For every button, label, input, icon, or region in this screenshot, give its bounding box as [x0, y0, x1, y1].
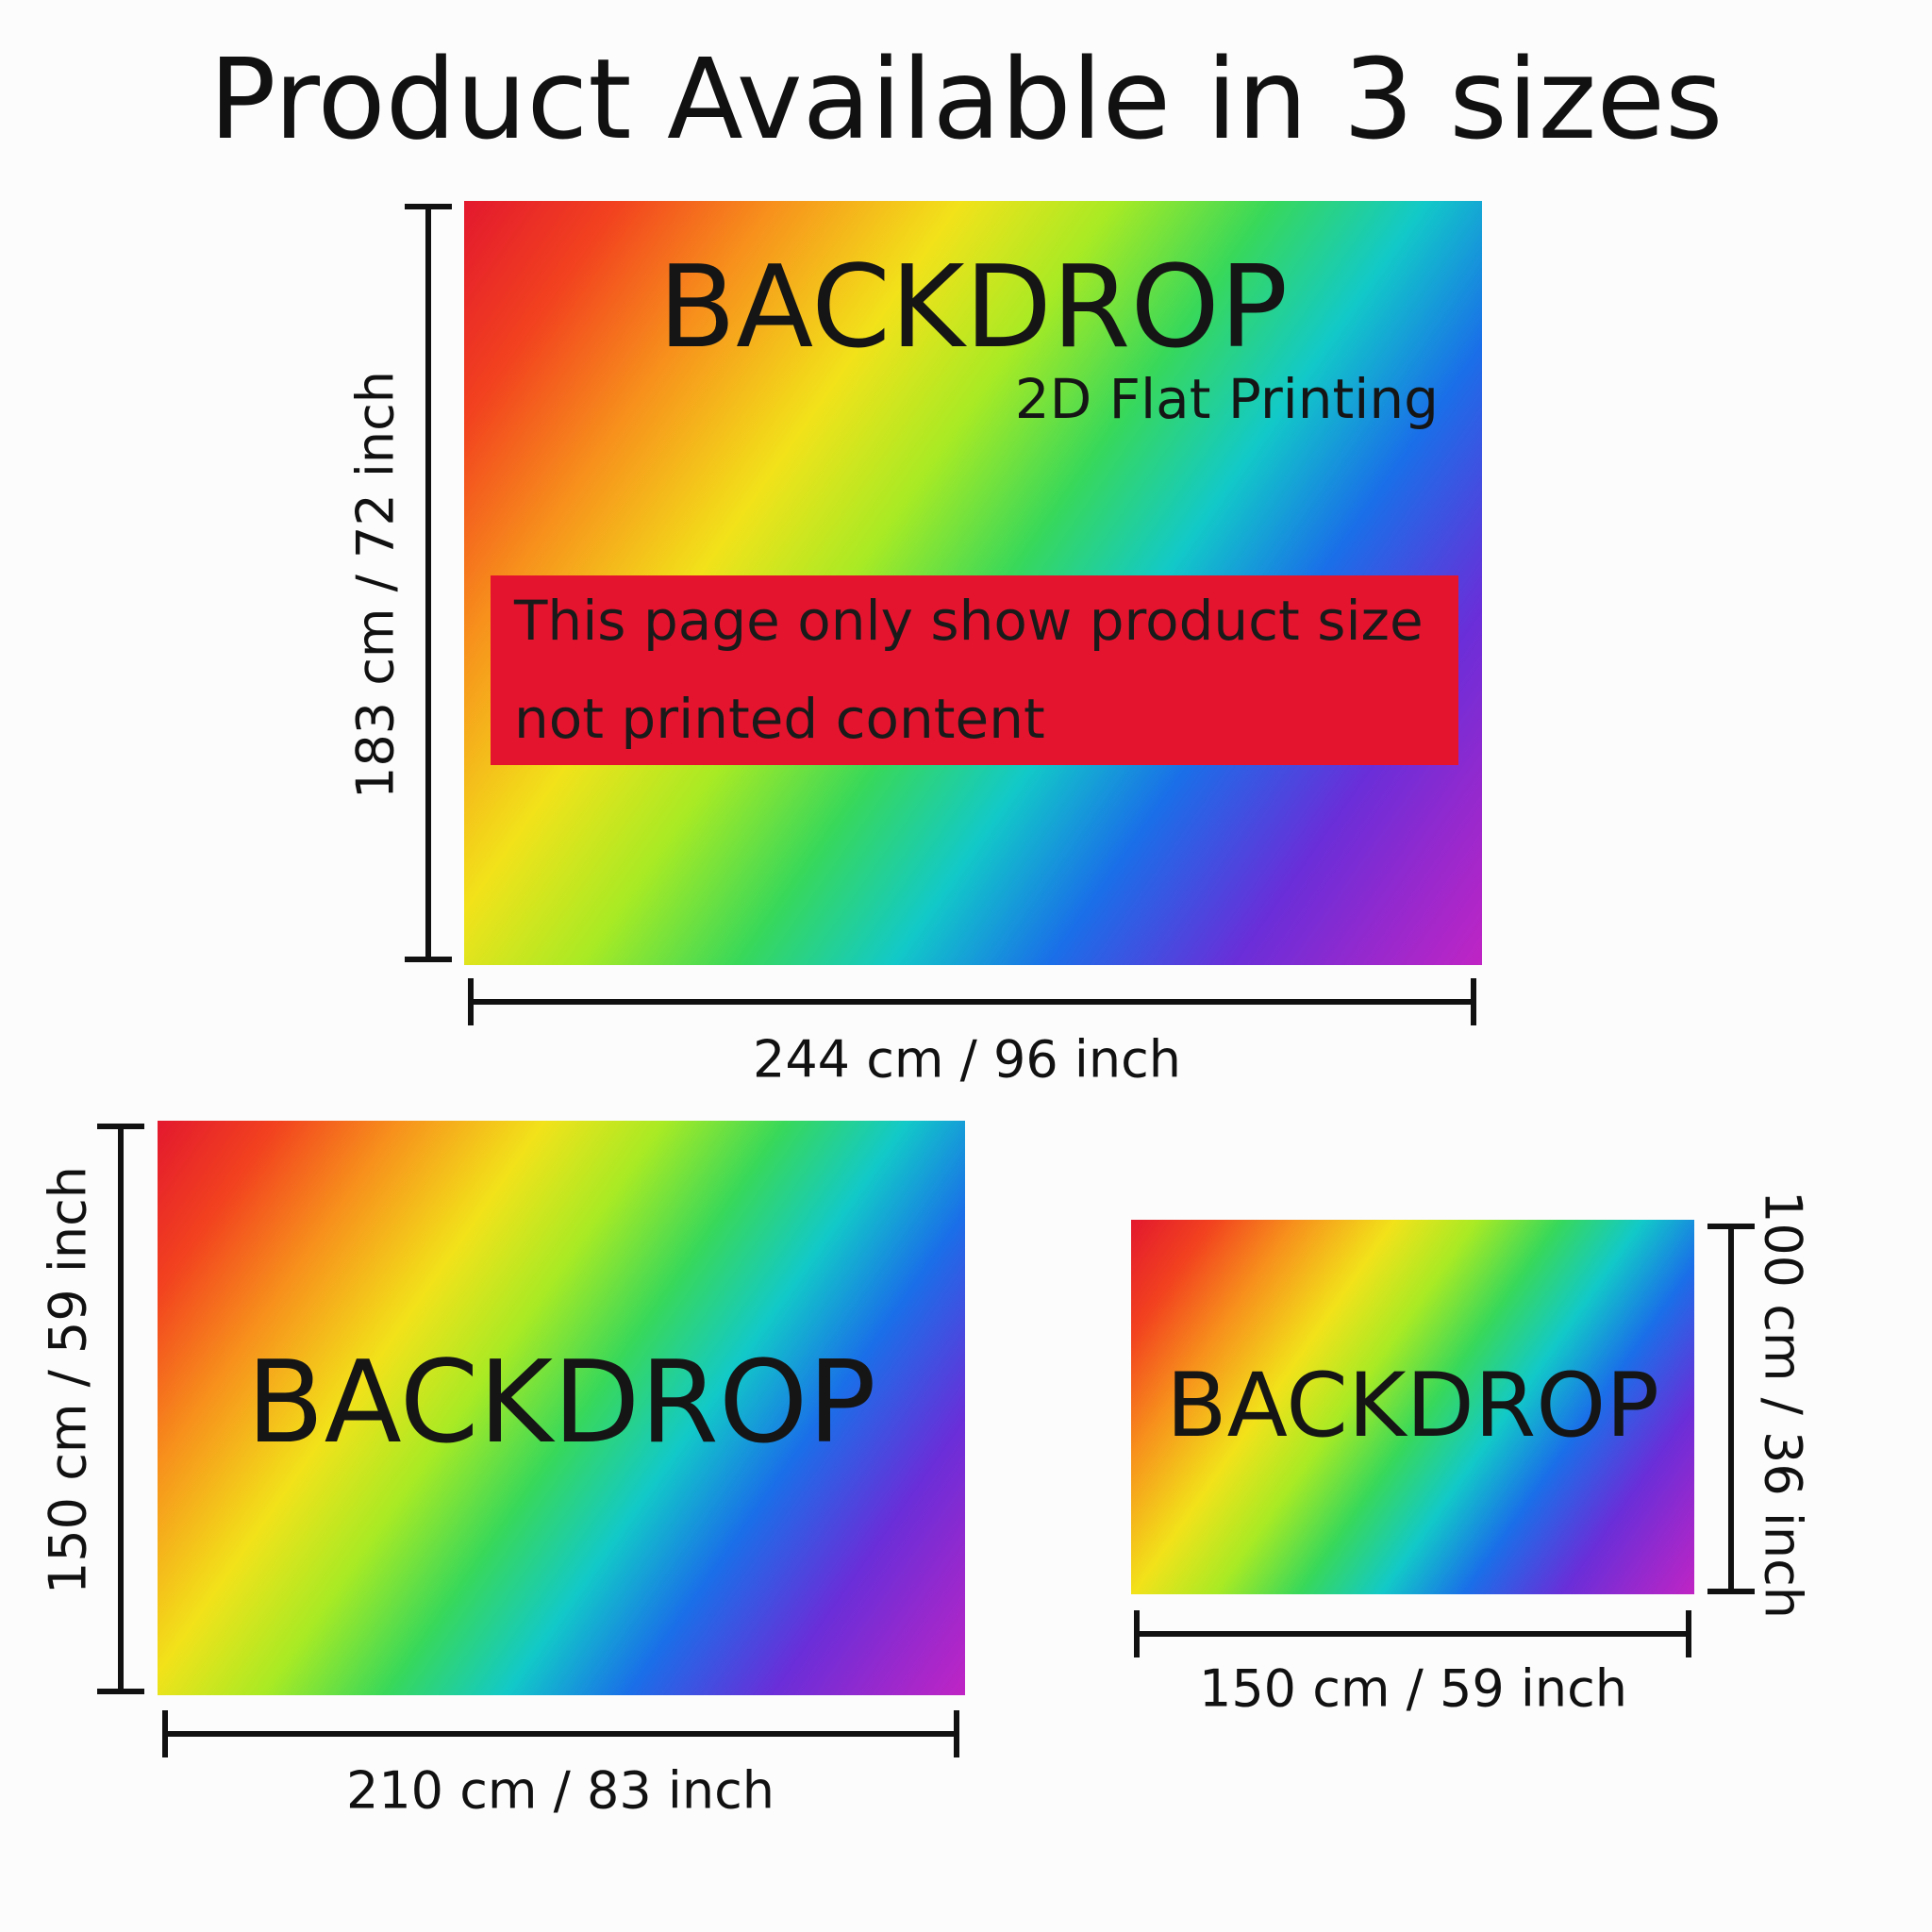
- page-title: Product Available in 3 sizes: [208, 34, 1724, 164]
- width-label: 244 cm / 96 inch: [752, 1029, 1182, 1090]
- width-dimension-line: [162, 1710, 959, 1757]
- notice-line-2: not printed content: [514, 687, 1045, 751]
- width-label: 150 cm / 59 inch: [1198, 1658, 1628, 1719]
- notice-box: This page only show product size not pri…: [491, 575, 1458, 765]
- height-dimension-line: [1707, 1224, 1755, 1594]
- height-dimension-line: [97, 1124, 144, 1694]
- height-dimension-line: [405, 204, 452, 962]
- backdrop-subtitle: 2D Flat Printing: [1014, 367, 1439, 431]
- width-dimension-line: [1134, 1610, 1691, 1657]
- backdrop-label: BACKDROP: [246, 1338, 876, 1469]
- width-dimension-line: [468, 978, 1476, 1025]
- height-label: 100 cm / 36 inch: [1753, 1190, 1813, 1620]
- height-label: 150 cm / 59 inch: [38, 1165, 98, 1595]
- backdrop-label: BACKDROP: [1166, 1355, 1659, 1457]
- backdrop-medium: BACKDROP: [158, 1121, 965, 1695]
- backdrop-label: BACKDROP: [658, 242, 1289, 374]
- notice-line-1: This page only show product size: [514, 589, 1424, 653]
- height-label: 183 cm / 72 inch: [345, 370, 406, 800]
- backdrop-large: BACKDROP 2D Flat Printing This page only…: [464, 201, 1482, 965]
- width-label: 210 cm / 83 inch: [345, 1760, 775, 1821]
- backdrop-small: BACKDROP: [1131, 1220, 1694, 1594]
